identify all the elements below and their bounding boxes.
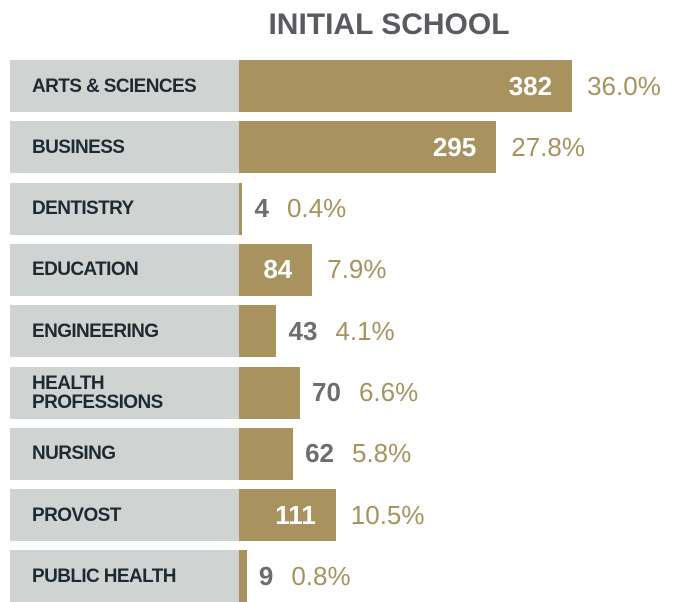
category-label: ARTS & SCIENCES [32,75,197,97]
label-group: 7.9% [327,244,386,296]
label-group: 62 5.8% [305,428,411,480]
category-label: DENTISTRY [32,198,134,220]
share-label: 6.6% [358,377,419,407]
value-label: 111 [275,499,316,530]
value-label: 70 [312,377,341,407]
share-label: 0.8% [291,560,351,591]
label-group: 4 0.4% [254,183,346,235]
value-label: 62 [305,438,334,469]
value-label: 295 [432,131,477,162]
label-group: 70 6.6% [312,367,418,419]
category-label: EDUCATION [32,259,139,281]
share-label: 10.5% [350,499,425,530]
share-label: 36.0% [587,70,661,101]
value-label: 4 [254,193,269,224]
category-box: DENTISTRY [10,182,239,235]
bar [239,243,313,296]
category-box: BUSINESS [10,121,239,174]
value-label: 43 [288,315,318,346]
category-box: NURSING [10,427,239,480]
category-label: NURSING [32,443,116,465]
category-box: ARTS & SCIENCES [10,60,239,112]
bar [239,550,247,602]
category-box: PUBLIC HEALTH [10,550,239,602]
category-label: HEALTH PROFESSIONS [32,372,163,413]
bar [239,182,243,235]
label-group: 43 4.1% [288,305,394,357]
label-group: 10.5% [351,489,425,541]
category-label: BUSINESS [32,136,125,158]
value-label: 382 [508,70,553,101]
bar [239,489,336,542]
value-label: 9 [258,560,274,591]
share-label: 27.8% [511,131,585,162]
bar [239,121,497,174]
category-box: HEALTH PROFESSIONS [10,366,239,419]
category-label: PUBLIC HEALTH [32,565,176,587]
bar [239,305,277,358]
category-box: ENGINEERING [10,305,239,358]
label-group: 9 0.8% [259,550,351,602]
share-label: 7.9% [327,254,387,285]
category-label: ENGINEERING [32,320,159,342]
value-label: 84 [263,254,293,285]
chart-title: INITIAL SCHOOL [268,8,510,41]
category-label: PROVOST [32,504,121,526]
share-label: 4.1% [335,315,395,346]
label-group: 36.0% [587,60,661,112]
category-box: PROVOST [10,489,239,542]
label-group: 27.8% [511,121,585,173]
bar [239,60,573,112]
category-box: EDUCATION [10,243,239,296]
share-label: 0.4% [286,193,347,224]
bar [239,427,294,480]
bar [239,366,301,419]
share-label: 5.8% [351,438,412,469]
